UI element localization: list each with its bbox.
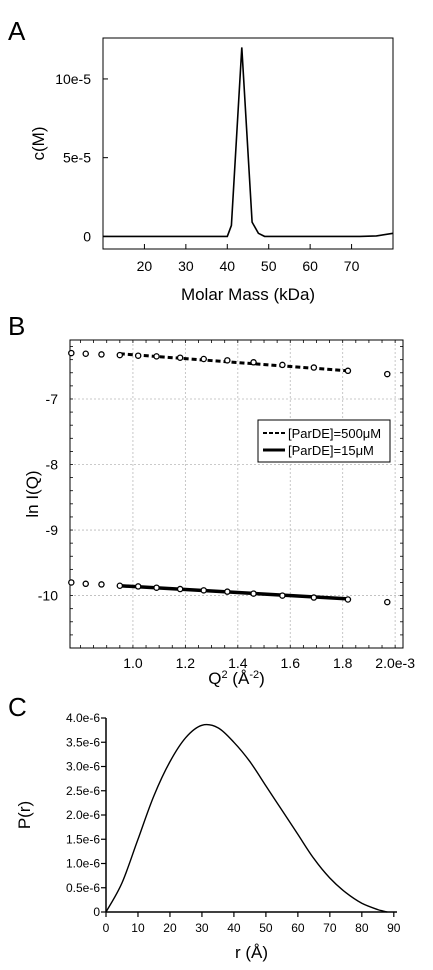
y-axis-label: P(r): [15, 801, 34, 829]
y-tick-label: 2.0e-6: [66, 808, 100, 822]
x-tick-label: 40: [227, 921, 241, 935]
x-tick-label: 90: [387, 921, 401, 935]
x-tick-label: 1.2: [176, 655, 196, 671]
x-tick-label: 50: [259, 921, 273, 935]
panel-label-a: A: [8, 16, 26, 46]
y-tick-label: 5e-5: [63, 150, 91, 166]
data-point: [82, 580, 89, 588]
x-axis-label-part: -2: [249, 669, 259, 681]
x-tick-label: 10: [131, 921, 145, 935]
y-axis-label: ln I(Q): [23, 470, 42, 517]
data-point: [68, 349, 75, 357]
y-tick-label: 4.0e-6: [66, 711, 100, 725]
data-point: [310, 594, 318, 601]
data-point: [116, 582, 124, 589]
data-point: [310, 364, 318, 371]
data-point: [224, 588, 231, 595]
legend-label: [ParDE]=500μM: [288, 426, 381, 441]
x-tick-label: 20: [137, 258, 153, 274]
data-point: [279, 592, 286, 599]
series-line: [105, 723, 388, 913]
y-tick-label: -8: [46, 457, 59, 473]
x-tick-label: 70: [344, 258, 360, 274]
x-axis-label-part: ): [259, 669, 265, 688]
x-tick-label: 30: [178, 258, 194, 274]
y-tick-label: -10: [38, 588, 58, 604]
data-point: [250, 359, 257, 366]
x-tick-label: 1.0: [123, 655, 143, 671]
y-tick-label: 3.0e-6: [66, 760, 100, 774]
x-axis-label-part: 2: [221, 669, 227, 681]
y-tick-label: 2.5e-6: [66, 784, 100, 798]
x-axis-label-part: (Å: [228, 669, 250, 688]
x-axis-label: Q2 (Å-2): [208, 669, 265, 688]
x-axis-label-part: Q: [208, 669, 221, 688]
series-line: [103, 47, 394, 238]
data-point: [153, 353, 160, 360]
data-point: [200, 355, 207, 363]
data-point: [134, 352, 142, 359]
x-tick-label: 20: [163, 921, 177, 935]
y-tick-label: -9: [46, 522, 59, 538]
chart-a-frame: [102, 37, 394, 250]
data-point: [384, 598, 391, 606]
x-tick-label: 50: [261, 258, 277, 274]
y-tick-label: 0.5e-6: [66, 881, 100, 895]
x-tick-label: 60: [302, 258, 318, 274]
data-point: [224, 357, 231, 364]
x-tick-label: 70: [323, 921, 337, 935]
y-axis-label: c(M): [29, 127, 48, 161]
y-tick-label: 1.5e-6: [66, 832, 100, 846]
y-tick-label: 3.5e-6: [66, 735, 100, 749]
y-tick-label: 10e-5: [55, 71, 91, 87]
data-point: [176, 354, 184, 361]
x-axis-label: Molar Mass (kDa): [181, 285, 315, 304]
data-point: [200, 587, 207, 594]
x-tick-label: 80: [355, 921, 369, 935]
data-point: [98, 581, 105, 588]
x-tick-label: 40: [219, 258, 235, 274]
chart-c: 0 10 20 30 40 50 60 70 80 90 0 0.5e-6 1.0e-6 1.5e-6 2.…: [15, 711, 401, 962]
legend-box: [257, 419, 391, 463]
x-tick-label: 1.4: [228, 655, 248, 671]
data-point: [134, 583, 142, 590]
data-point: [344, 596, 352, 603]
y-tick-label: 0: [93, 905, 100, 919]
x-tick-label: 0: [103, 921, 110, 935]
x-tick-label: 60: [291, 921, 305, 935]
x-tick-label: 2.0e-3: [375, 655, 415, 671]
data-point: [279, 361, 286, 369]
x-tick-label: 1.6: [281, 655, 301, 671]
chart-a: 20 30 40 50 60 70 0 5e-5 10e-5 Molar Mass (kDa) c(…: [29, 37, 394, 304]
data-point: [82, 350, 89, 358]
y-tick-label: 1.0e-6: [66, 857, 100, 871]
data-point: [116, 351, 124, 359]
data-point: [176, 585, 184, 593]
data-point: [98, 351, 105, 358]
chart-b: 1.0 1.2 1.4 1.6 1.8 2.0e-3 -7 -8 -9 -10 [ParDE]=50…: [23, 339, 415, 688]
y-tick-label: -7: [46, 391, 59, 407]
x-tick-label: 1.8: [333, 655, 353, 671]
x-axis-label: r (Å): [235, 943, 268, 962]
fit-line: [119, 352, 349, 373]
data-point: [68, 579, 75, 586]
y-tick-label: 0: [83, 228, 91, 244]
data-point: [153, 584, 160, 591]
legend-label: [ParDE]=15μM: [288, 443, 374, 458]
panel-label-c: C: [8, 692, 27, 722]
data-point: [250, 590, 257, 597]
data-point: [344, 367, 352, 375]
x-tick-label: 30: [195, 921, 209, 935]
panel-label-b: B: [8, 311, 25, 341]
data-point: [384, 370, 391, 378]
chart-b-frame: [69, 339, 404, 649]
